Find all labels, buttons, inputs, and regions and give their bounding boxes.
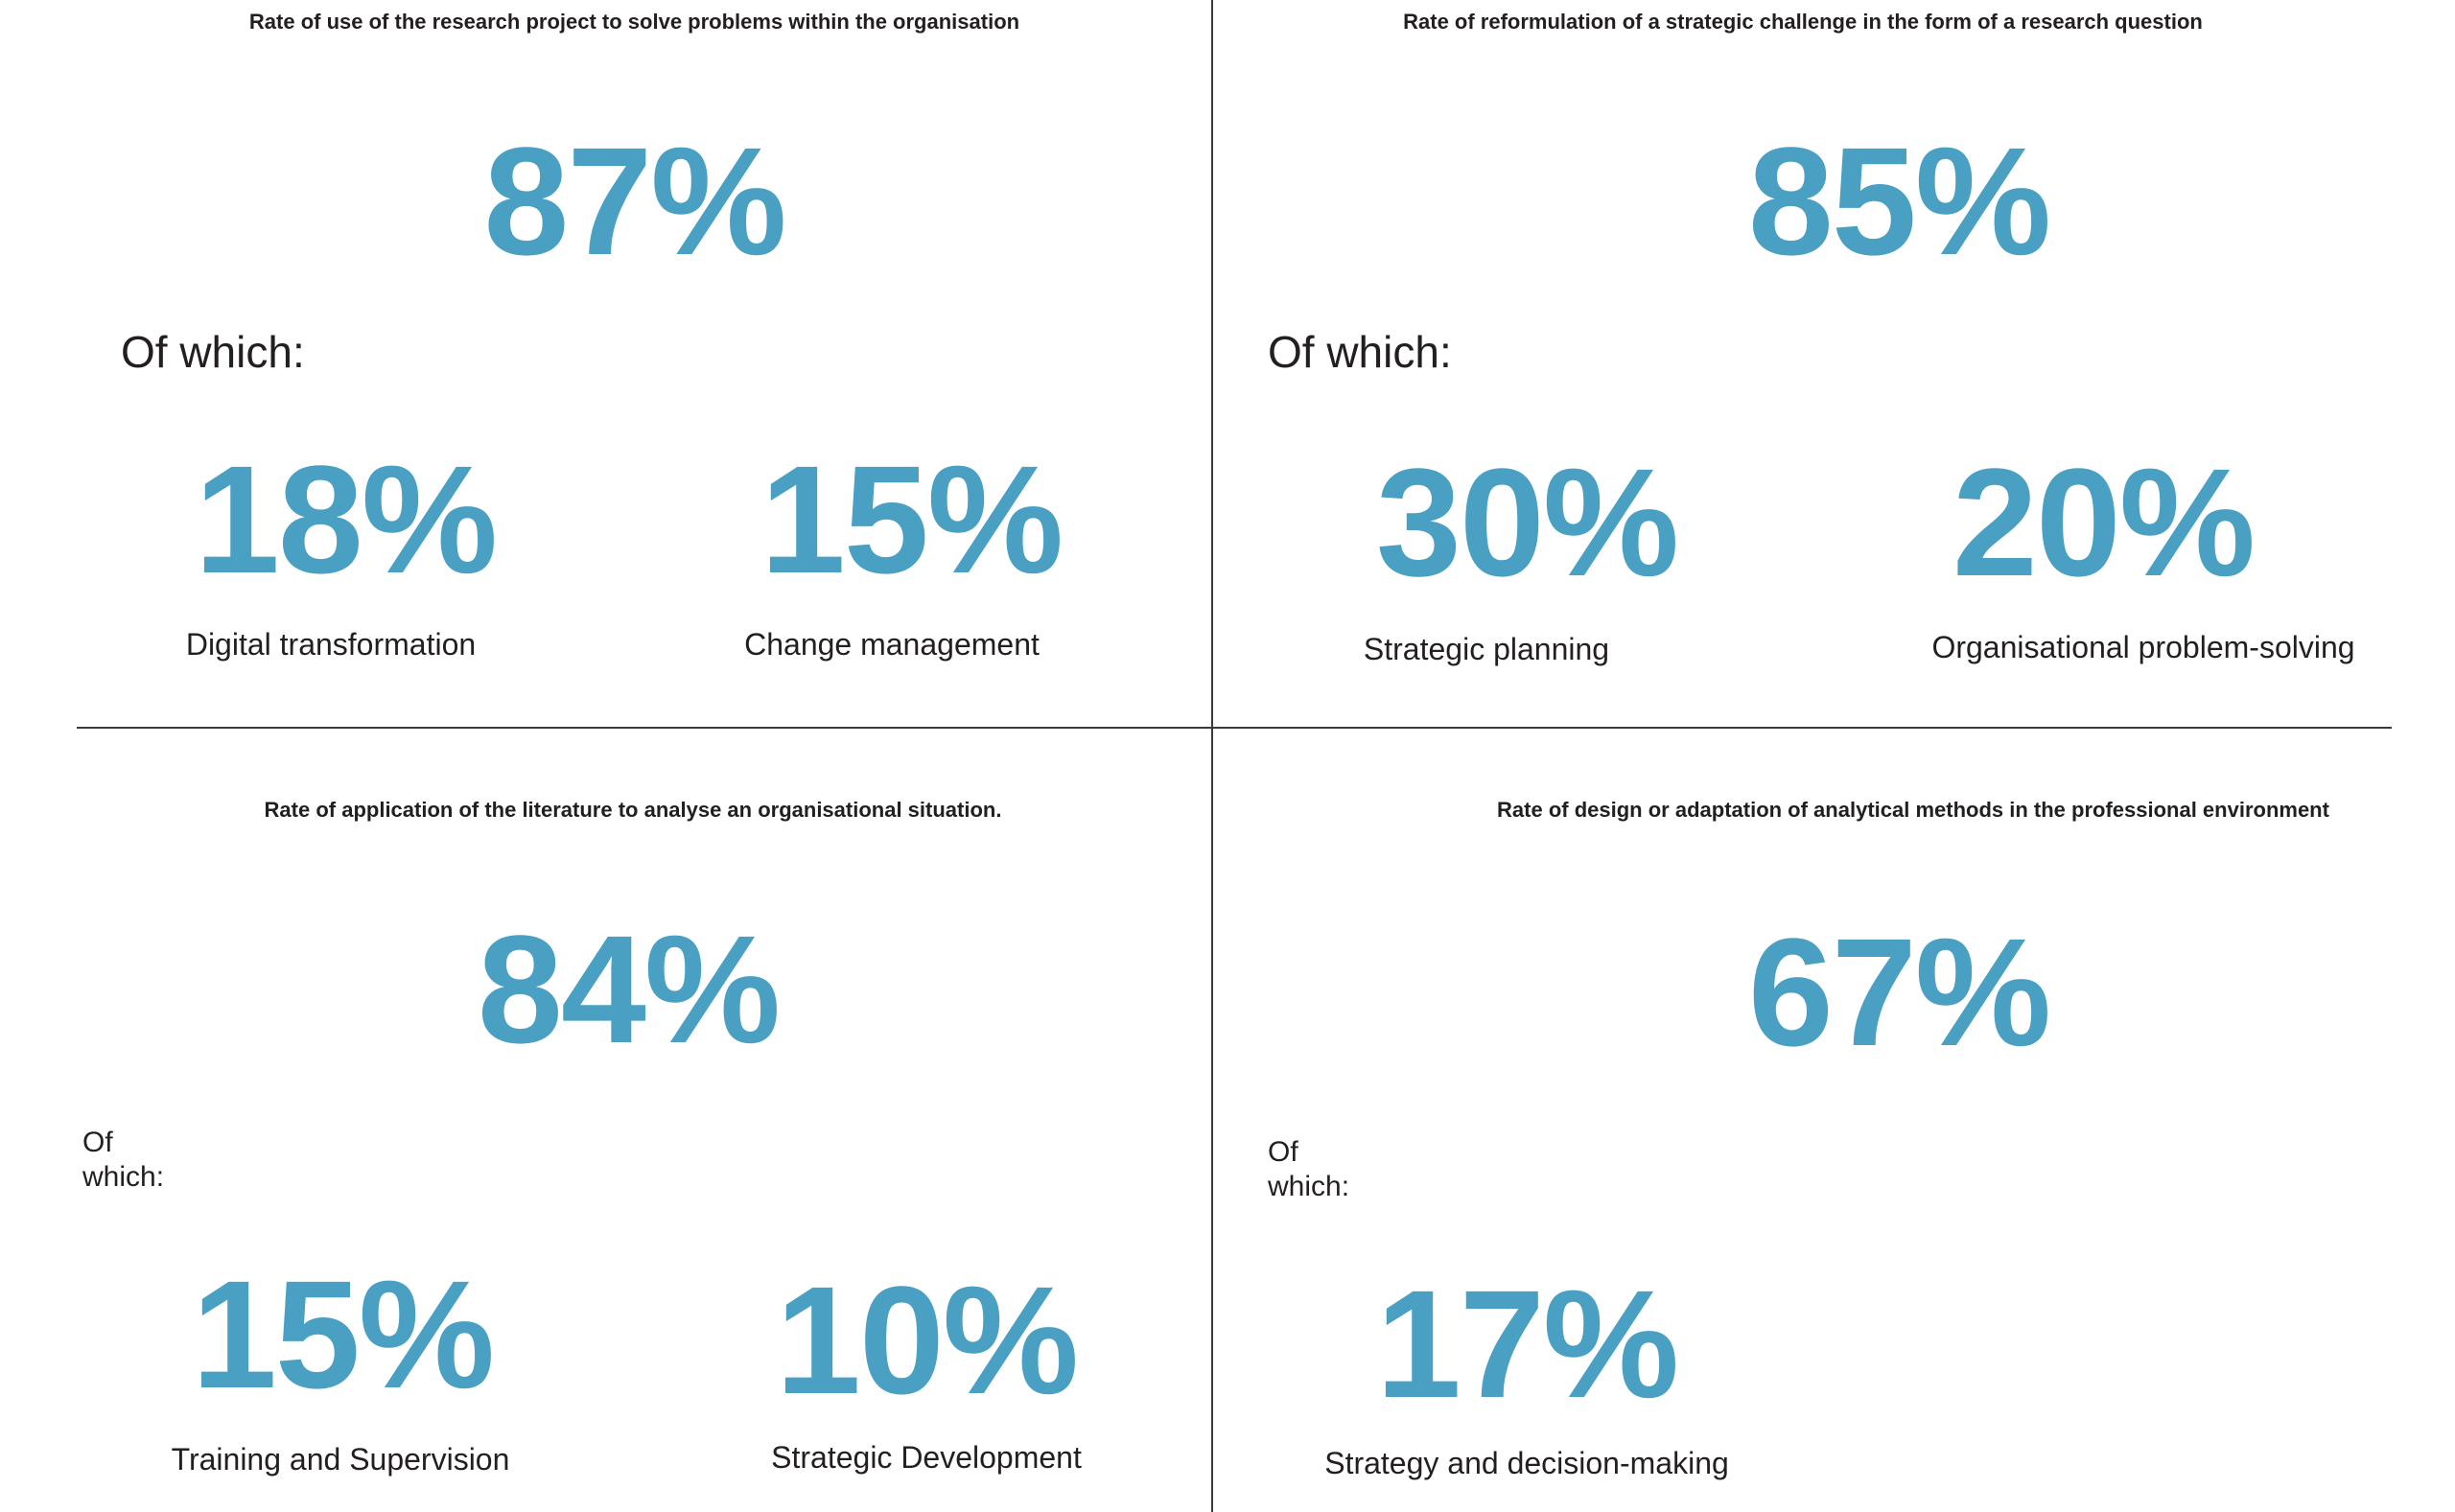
- sub-rate-label: Strategy and decision-making: [1324, 1446, 1729, 1480]
- of-which-label: Of which:: [1268, 327, 1452, 377]
- sub-rate-label: Organisational problem-solving: [1931, 630, 2355, 664]
- of-which-line: which:: [82, 1161, 165, 1193]
- sub-rate-label: Strategic planning: [1363, 632, 1610, 666]
- sub-rate-label: Digital transformation: [185, 627, 477, 662]
- sub-rate: 30%: [1375, 436, 1679, 608]
- sub-rate: 10%: [775, 1254, 1079, 1426]
- main-rate: 85%: [1747, 115, 2051, 287]
- of-which-label: Of which:: [1268, 1135, 1460, 1204]
- panel-title: Rate of use of the research project to s…: [248, 10, 1020, 34]
- sub-rate: 20%: [1952, 436, 2256, 608]
- main-rate: 84%: [477, 903, 781, 1075]
- sub-rate: 18%: [194, 433, 498, 605]
- of-which-line: Of: [82, 1127, 113, 1158]
- of-which-line: which:: [1268, 1171, 1350, 1202]
- main-rate: 67%: [1747, 906, 2051, 1078]
- panel-title: Rate of design or adaptation of analytic…: [1497, 798, 2329, 822]
- sub-rate-label: Change management: [744, 627, 1040, 662]
- vertical-divider: [1211, 0, 1213, 1512]
- panel-title: Rate of reformulation of a strategic cha…: [1403, 10, 2203, 34]
- sub-rate: 17%: [1375, 1258, 1679, 1430]
- panel-title: Rate of application of the literature to…: [264, 798, 1002, 822]
- horizontal-divider: [77, 727, 2392, 729]
- main-rate: 87%: [483, 115, 786, 287]
- sub-rate: 15%: [191, 1248, 495, 1420]
- sub-rate: 15%: [760, 433, 1064, 605]
- sub-rate-label: Training and Supervision: [171, 1442, 510, 1477]
- sub-rate-label: Strategic Development: [771, 1440, 1082, 1475]
- of-which-label: Of which:: [82, 1126, 274, 1195]
- of-which-label: Of which:: [121, 327, 305, 377]
- of-which-line: Of: [1268, 1136, 1298, 1168]
